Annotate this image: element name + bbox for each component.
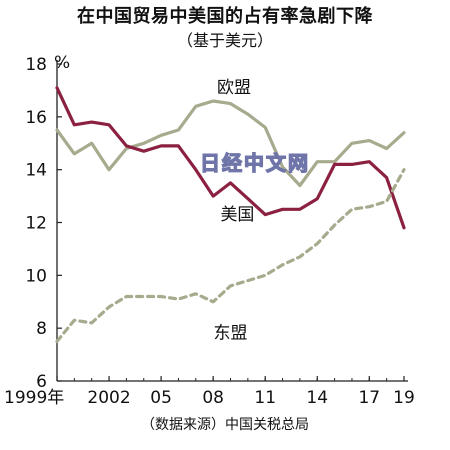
series-line-0	[55, 99, 406, 188]
y-tick-label: 10	[25, 266, 47, 286]
x-tick-label: 14	[306, 388, 328, 408]
x-tick-label: 05	[150, 388, 172, 408]
chart-title: 在中国贸易中美国的占有率急剧下降	[77, 6, 373, 27]
x-tick-label: 17	[358, 388, 380, 408]
series-label-1: 美国	[220, 205, 254, 225]
series-line-1	[55, 86, 406, 230]
y-tick-label: 12	[25, 214, 47, 234]
x-tick-label: 19	[393, 388, 415, 408]
x-tick-label: 1999年	[4, 388, 64, 408]
data-source: （数据来源）中国关税总局	[141, 417, 309, 433]
chart-subtitle: （基于美元）	[176, 31, 273, 50]
y-tick-label: 14	[25, 161, 47, 181]
y-tick-label: 16	[25, 108, 47, 128]
series-line-2	[55, 168, 406, 343]
y-tick-label: 6	[36, 372, 47, 392]
x-tick-label: 08	[202, 388, 224, 408]
y-tick-label: 18	[25, 55, 47, 75]
y-unit-label: %	[54, 53, 70, 73]
watermark: 日经中文网	[200, 151, 310, 175]
x-tick-label: 2002	[87, 388, 130, 408]
y-tick-label: 8	[36, 319, 47, 339]
series-lines	[55, 86, 406, 343]
axes	[56, 60, 408, 382]
series-label-2: 东盟	[214, 324, 248, 344]
series-label-0: 欧盟	[217, 78, 251, 98]
tick-labels: 6 8 10 12 14 16 18 1999年 2002 05 08 11 14 17 19	[4, 55, 415, 408]
x-tick-label: 11	[254, 388, 276, 408]
